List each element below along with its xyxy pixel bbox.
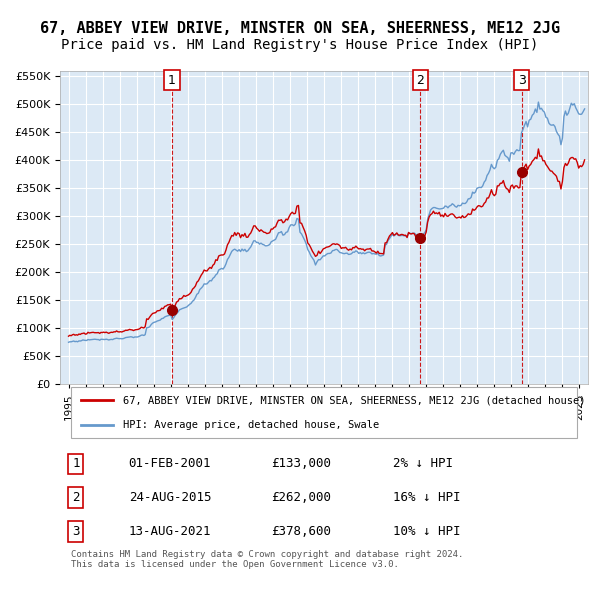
Text: 13-AUG-2021: 13-AUG-2021 [128,525,211,538]
Text: 67, ABBEY VIEW DRIVE, MINSTER ON SEA, SHEERNESS, ME12 2JG (detached house): 67, ABBEY VIEW DRIVE, MINSTER ON SEA, SH… [124,395,586,405]
Text: 1: 1 [168,74,176,87]
Text: £262,000: £262,000 [271,491,331,504]
Text: 3: 3 [72,525,80,538]
Text: 01-FEB-2001: 01-FEB-2001 [128,457,211,470]
Text: £378,600: £378,600 [271,525,331,538]
Text: HPI: Average price, detached house, Swale: HPI: Average price, detached house, Swal… [124,420,380,430]
Text: 24-AUG-2015: 24-AUG-2015 [128,491,211,504]
Text: 10% ↓ HPI: 10% ↓ HPI [392,525,460,538]
Text: 2: 2 [72,491,80,504]
Text: Contains HM Land Registry data © Crown copyright and database right 2024.
This d: Contains HM Land Registry data © Crown c… [71,549,463,569]
Text: 1: 1 [72,457,80,470]
Text: £133,000: £133,000 [271,457,331,470]
Text: 3: 3 [518,74,526,87]
Text: 16% ↓ HPI: 16% ↓ HPI [392,491,460,504]
Text: 2% ↓ HPI: 2% ↓ HPI [392,457,452,470]
Text: Price paid vs. HM Land Registry's House Price Index (HPI): Price paid vs. HM Land Registry's House … [61,38,539,53]
FancyBboxPatch shape [71,387,577,438]
Text: 2: 2 [416,74,424,87]
Text: 67, ABBEY VIEW DRIVE, MINSTER ON SEA, SHEERNESS, ME12 2JG: 67, ABBEY VIEW DRIVE, MINSTER ON SEA, SH… [40,21,560,35]
